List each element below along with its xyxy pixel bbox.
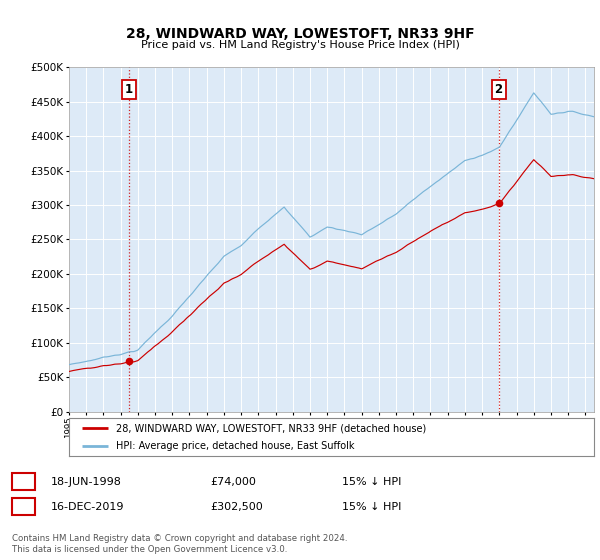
Text: This data is licensed under the Open Government Licence v3.0.: This data is licensed under the Open Gov… <box>12 545 287 554</box>
Text: 15% ↓ HPI: 15% ↓ HPI <box>342 502 401 512</box>
Text: £74,000: £74,000 <box>210 477 256 487</box>
Text: 28, WINDWARD WAY, LOWESTOFT, NR33 9HF: 28, WINDWARD WAY, LOWESTOFT, NR33 9HF <box>125 27 475 41</box>
Text: 18-JUN-1998: 18-JUN-1998 <box>51 477 122 487</box>
Text: HPI: Average price, detached house, East Suffolk: HPI: Average price, detached house, East… <box>116 441 355 451</box>
Text: 16-DEC-2019: 16-DEC-2019 <box>51 502 125 512</box>
Text: 1: 1 <box>124 83 133 96</box>
Text: 2: 2 <box>20 502 27 512</box>
Text: Price paid vs. HM Land Registry's House Price Index (HPI): Price paid vs. HM Land Registry's House … <box>140 40 460 50</box>
Text: 2: 2 <box>494 83 503 96</box>
Text: 1: 1 <box>20 477 27 487</box>
Text: 15% ↓ HPI: 15% ↓ HPI <box>342 477 401 487</box>
Text: 28, WINDWARD WAY, LOWESTOFT, NR33 9HF (detached house): 28, WINDWARD WAY, LOWESTOFT, NR33 9HF (d… <box>116 423 427 433</box>
Text: £302,500: £302,500 <box>210 502 263 512</box>
Text: Contains HM Land Registry data © Crown copyright and database right 2024.: Contains HM Land Registry data © Crown c… <box>12 534 347 543</box>
